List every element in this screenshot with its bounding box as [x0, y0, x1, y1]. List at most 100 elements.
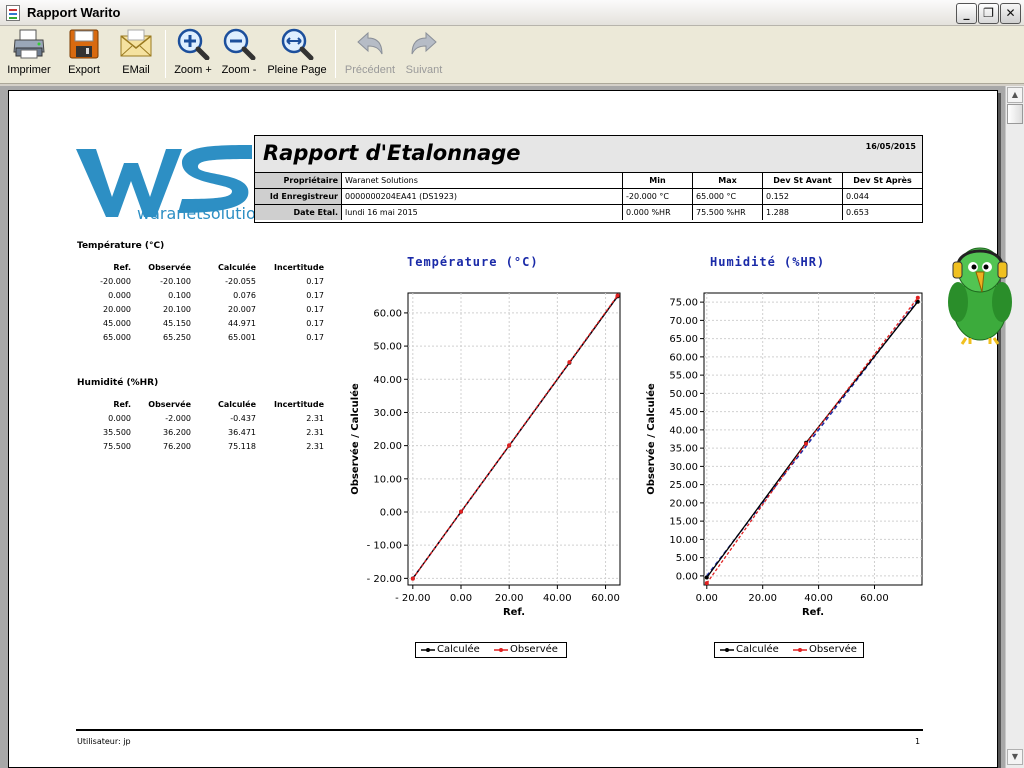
min-header: Min [622, 173, 692, 188]
table-cell: 0.100 [168, 291, 191, 300]
y-tick-label: 20.00 [669, 498, 698, 509]
dev-before-header: Dev St Avant [762, 173, 842, 188]
calibration-date-label: Date Etal. [255, 205, 341, 220]
table-cell: 0.17 [306, 305, 324, 314]
data-point [507, 443, 512, 448]
full-page-button[interactable]: Pleine Page [266, 28, 328, 82]
table-header: Observée [148, 263, 191, 272]
next-button[interactable]: Suivant [402, 28, 446, 82]
footer-page-number: 1 [915, 737, 921, 746]
zoom-out-button[interactable]: Zoom - [218, 28, 260, 82]
report-page: waranetsolutions Rapport d'Etalonnage 16… [8, 90, 998, 768]
email-button[interactable]: EMail [114, 28, 158, 82]
table-cell: 45.150 [163, 319, 191, 328]
x-tick-label: 60.00 [860, 593, 889, 604]
waranet-logo: waranetsolutions [76, 145, 256, 223]
series-line [412, 295, 619, 580]
print-button[interactable]: Imprimer [6, 28, 52, 82]
max-header: Max [692, 173, 762, 188]
zoom-out-label: Zoom - [221, 64, 257, 76]
table-header: Incertitude [273, 263, 324, 272]
previous-label: Précédent [344, 64, 396, 76]
table-cell: 76.200 [163, 442, 191, 451]
previous-button[interactable]: Précédent [343, 28, 397, 82]
vertical-scrollbar[interactable]: ▲ ▼ [1005, 86, 1024, 768]
humidity-chart-legend: Calculée Observée [714, 642, 864, 658]
restore-button[interactable]: ❐ [978, 3, 999, 24]
temp-dev-after-value: 0.044 [842, 189, 922, 204]
app-icon [6, 5, 20, 21]
y-tick-label: 55.00 [669, 371, 698, 382]
parrot-mascot-icon[interactable] [944, 240, 1016, 346]
scroll-down-icon[interactable]: ▼ [1007, 749, 1023, 765]
data-point [704, 575, 709, 580]
table-cell: 0.17 [306, 277, 324, 286]
logo-text: waranetsolutions [137, 204, 256, 223]
temp-dev-before-value: 0.152 [762, 189, 842, 204]
owner-value: Waranet Solutions [341, 173, 622, 188]
close-button[interactable]: ✕ [1000, 3, 1021, 24]
zoom-in-button[interactable]: Zoom + [170, 28, 216, 82]
y-tick-label: 10.00 [373, 474, 402, 485]
y-tick-label: 40.00 [373, 375, 402, 386]
next-label: Suivant [405, 64, 443, 76]
toolbar-separator [165, 30, 166, 78]
temp-min-value: -20.000 °C [622, 189, 692, 204]
y-tick-label: 20.00 [373, 441, 402, 452]
report-title-bar: Rapport d'Etalonnage 16/05/2015 [255, 136, 922, 173]
calibration-date-value: lundi 16 mai 2015 [341, 205, 622, 220]
y-tick-label: 45.00 [669, 407, 698, 418]
printer-icon [13, 29, 45, 59]
footer-rule [76, 729, 923, 731]
report-header: Rapport d'Etalonnage 16/05/2015 Propriét… [254, 135, 923, 223]
legend-calc-marker [720, 648, 734, 652]
x-tick-label: 20.00 [495, 593, 524, 604]
table-cell: 65.001 [228, 333, 256, 342]
x-tick-label: 0.00 [450, 593, 472, 604]
table-cell: 0.000 [108, 414, 131, 423]
table-cell: -20.055 [225, 277, 256, 286]
table-cell: -20.000 [100, 277, 131, 286]
y-tick-label: 50.00 [669, 389, 698, 400]
scroll-thumb[interactable] [1007, 104, 1023, 124]
x-tick-label: 60.00 [591, 593, 620, 604]
x-tick-label: 40.00 [543, 593, 572, 604]
table-header: Ref. [113, 400, 131, 409]
y-tick-label: 0.00 [676, 571, 698, 582]
table-cell: 65.250 [163, 333, 191, 342]
y-tick-label: 75.00 [669, 298, 698, 309]
table-cell: 75.118 [228, 442, 256, 451]
data-point [459, 509, 463, 514]
export-label: Export [68, 64, 100, 76]
y-tick-label: 65.00 [669, 334, 698, 345]
table-cell: 0.17 [306, 291, 324, 300]
legend-obs-label: Observée [809, 644, 857, 655]
data-point [567, 360, 572, 365]
humidity-chart-title: Humidité (%HR) [710, 255, 826, 269]
zoom-in-label: Zoom + [174, 64, 212, 76]
table-cell: 36.471 [228, 428, 256, 437]
y-tick-label: 15.00 [669, 517, 698, 528]
table-header: Calculée [217, 263, 256, 272]
hum-min-value: 0.000 %HR [622, 205, 692, 220]
toolbar-separator [335, 30, 336, 78]
back-arrow-icon [357, 31, 383, 55]
scroll-up-icon[interactable]: ▲ [1007, 87, 1023, 103]
report-title: Rapport d'Etalonnage [263, 141, 521, 165]
table-header: Ref. [113, 263, 131, 272]
table-cell: 0.17 [306, 333, 324, 342]
legend-calc-label: Calculée [736, 644, 779, 655]
data-point [615, 293, 620, 298]
info-row: Propriétaire Waranet Solutions Min Max D… [255, 173, 922, 189]
minimize-button[interactable]: _ [956, 3, 977, 24]
export-button[interactable]: Export [62, 28, 106, 82]
owner-label: Propriétaire [255, 173, 341, 188]
table-cell: -2.000 [165, 414, 191, 423]
x-tick-label: 40.00 [804, 593, 833, 604]
table-cell: -0.437 [230, 414, 256, 423]
temperature-table-title: Température (°C) [77, 241, 165, 251]
y-tick-label: 60.00 [669, 352, 698, 363]
table-cell: 0.17 [306, 319, 324, 328]
y-axis-label: Observée / Calculée [645, 383, 657, 495]
logger-id-label: Id Enregistreur [255, 189, 341, 204]
